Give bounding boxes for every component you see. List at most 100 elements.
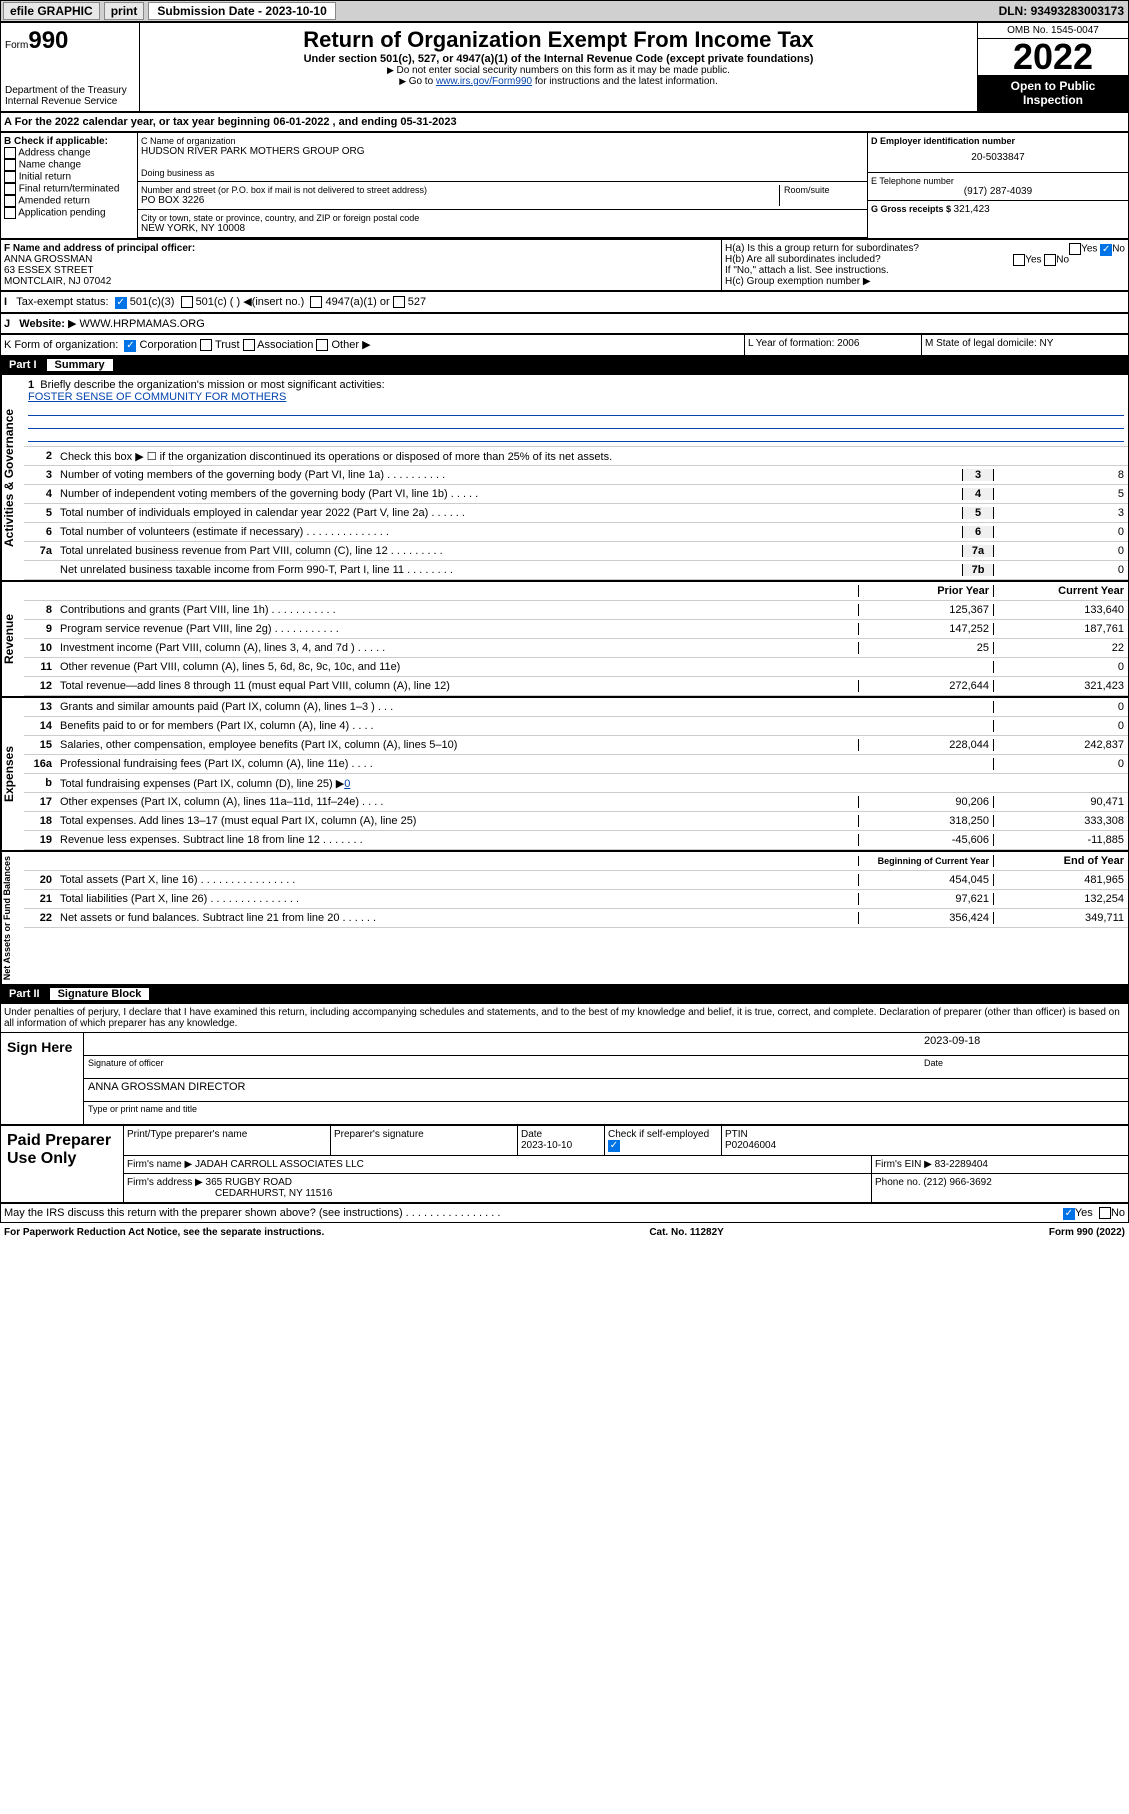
checkbox-icon[interactable] <box>4 159 16 171</box>
row-fh: F Name and address of principal officer:… <box>0 239 1129 291</box>
preparer-row3: Firm's address ▶ 365 RUGBY ROADCEDARHURS… <box>124 1174 1128 1202</box>
checked-icon: ✓ <box>1063 1208 1075 1220</box>
checked-icon: ✓ <box>1100 244 1112 256</box>
preparer-row2: Firm's name ▶ JADAH CARROLL ASSOCIATES L… <box>124 1156 1128 1174</box>
side-label-expenses: Expenses <box>1 698 24 850</box>
dept-treasury: Department of the Treasury <box>5 85 135 96</box>
firm-ein: 83-2289404 <box>935 1159 988 1170</box>
phone: (917) 287-4039 <box>871 186 1125 197</box>
part2-header: Part IISignature Block <box>0 985 1129 1003</box>
header-right: OMB No. 1545-0047 2022 Open to Public In… <box>977 23 1128 111</box>
line7a-value: 0 <box>993 545 1128 557</box>
irs-link[interactable]: www.irs.gov/Form990 <box>436 76 532 87</box>
sign-here-label: Sign Here <box>1 1033 84 1124</box>
part1-governance: Activities & Governance 1 Briefly descri… <box>0 374 1129 581</box>
checkbox-icon[interactable] <box>316 339 328 351</box>
row-j: J Website: ▶ WWW.HRPMAMAS.ORG <box>0 313 1129 334</box>
checked-icon: ✓ <box>124 340 136 352</box>
form-title: Return of Organization Exempt From Incom… <box>144 27 973 53</box>
footer-center: Cat. No. 11282Y <box>324 1227 1049 1238</box>
submission-date: Submission Date - 2023-10-10 <box>148 2 335 20</box>
paid-preparer-label: Paid Preparer Use Only <box>1 1126 124 1202</box>
dln: DLN: 93493283003173 <box>999 4 1128 18</box>
public-inspection: Open to Public Inspection <box>978 75 1128 111</box>
officer-name-title: ANNA GROSSMAN DIRECTOR <box>84 1079 1128 1102</box>
topbar: efile GRAPHIC print Submission Date - 20… <box>0 0 1129 22</box>
checkbox-icon[interactable] <box>4 207 16 219</box>
preparer-phone: (212) 966-3692 <box>923 1177 991 1188</box>
row-k: K Form of organization: ✓ Corporation Tr… <box>0 334 1129 356</box>
checkbox-icon[interactable] <box>1099 1207 1111 1219</box>
checkbox-icon[interactable] <box>1013 254 1025 266</box>
mission-text: FOSTER SENSE OF COMMUNITY FOR MOTHERS <box>28 391 286 403</box>
footer: For Paperwork Reduction Act Notice, see … <box>0 1223 1129 1242</box>
checkbox-icon[interactable] <box>393 296 405 308</box>
org-address: PO BOX 3226 <box>141 195 779 206</box>
side-label-netassets: Net Assets or Fund Balances <box>1 852 24 984</box>
header-left: Form990 Department of the Treasury Inter… <box>1 23 140 111</box>
officer-name: ANNA GROSSMAN <box>4 254 718 265</box>
part1-netassets: Net Assets or Fund Balances Beginning of… <box>0 851 1129 985</box>
part1-expenses: Expenses 13Grants and similar amounts pa… <box>0 697 1129 851</box>
sign-date: 2023-09-18 <box>924 1035 1124 1053</box>
print-button[interactable]: print <box>104 2 145 20</box>
header-grid: B Check if applicable: Address change Na… <box>0 132 1129 239</box>
footer-left: For Paperwork Reduction Act Notice, see … <box>4 1227 324 1238</box>
year-formation: 2006 <box>837 338 859 349</box>
header-middle: Return of Organization Exempt From Incom… <box>140 23 977 111</box>
ein: 20-5033847 <box>871 146 1125 169</box>
row-a: A For the 2022 calendar year, or tax yea… <box>0 112 1129 132</box>
checkbox-icon[interactable] <box>4 171 16 183</box>
checkbox-icon[interactable] <box>310 296 322 308</box>
footer-right: Form 990 (2022) <box>1049 1227 1125 1238</box>
col-f: F Name and address of principal officer:… <box>1 240 722 290</box>
form-number: 990 <box>28 27 68 54</box>
col-c: C Name of organizationHUDSON RIVER PARK … <box>138 133 868 238</box>
form-subtitle-2: Do not enter social security numbers on … <box>144 65 973 76</box>
form-subtitle-3: Go to www.irs.gov/Form990 for instructio… <box>144 76 973 87</box>
col-b: B Check if applicable: Address change Na… <box>1 133 138 238</box>
firm-name: JADAH CARROLL ASSOCIATES LLC <box>195 1159 364 1170</box>
page: efile GRAPHIC print Submission Date - 20… <box>0 0 1129 1242</box>
state-domicile: NY <box>1040 338 1054 349</box>
b-header: B Check if applicable: <box>4 136 134 147</box>
org-name: HUDSON RIVER PARK MOTHERS GROUP ORG <box>141 146 864 157</box>
checkbox-icon[interactable] <box>4 183 16 195</box>
sign-here: Sign Here 2023-09-18 Signature of office… <box>0 1032 1129 1125</box>
checkbox-icon[interactable] <box>4 147 16 159</box>
line5-value: 3 <box>993 507 1128 519</box>
checkbox-icon[interactable] <box>1069 243 1081 255</box>
line3-value: 8 <box>993 469 1128 481</box>
irs-label: Internal Revenue Service <box>5 96 135 107</box>
penalty-statement: Under penalties of perjury, I declare th… <box>0 1003 1129 1032</box>
gross-receipts: 321,423 <box>954 204 990 215</box>
mission-block: 1 Briefly describe the organization's mi… <box>24 375 1128 447</box>
checked-icon: ✓ <box>608 1140 620 1152</box>
col-de: D Employer identification number20-50338… <box>868 133 1128 238</box>
website: WWW.HRPMAMAS.ORG <box>80 318 205 330</box>
checkbox-icon[interactable] <box>243 339 255 351</box>
preparer-row1: Print/Type preparer's name Preparer's si… <box>124 1126 1128 1156</box>
side-label-governance: Activities & Governance <box>1 375 24 580</box>
ptin: P02046004 <box>725 1140 776 1151</box>
checked-icon: ✓ <box>115 297 127 309</box>
efile-button[interactable]: efile GRAPHIC <box>3 2 100 20</box>
checkbox-icon[interactable] <box>181 296 193 308</box>
part1-header: Part ISummary <box>0 356 1129 374</box>
checkbox-icon[interactable] <box>200 339 212 351</box>
org-city: NEW YORK, NY 10008 <box>141 223 864 234</box>
discuss-row: May the IRS discuss this return with the… <box>0 1203 1129 1223</box>
part1-revenue: Revenue Prior YearCurrent Year 8Contribu… <box>0 581 1129 697</box>
line6-value: 0 <box>993 526 1128 538</box>
form-label: Form <box>5 40 28 51</box>
tax-year: 2022 <box>978 39 1128 75</box>
paid-preparer: Paid Preparer Use Only Print/Type prepar… <box>0 1125 1129 1203</box>
checkbox-icon[interactable] <box>1044 254 1056 266</box>
form-subtitle-1: Under section 501(c), 527, or 4947(a)(1)… <box>144 53 973 65</box>
row-i: I Tax-exempt status: ✓ 501(c)(3) 501(c) … <box>0 291 1129 313</box>
checkbox-icon[interactable] <box>4 195 16 207</box>
line7b-value: 0 <box>993 564 1128 576</box>
form-header: Form990 Department of the Treasury Inter… <box>0 22 1129 112</box>
line4-value: 5 <box>993 488 1128 500</box>
col-h: H(a) Is this a group return for subordin… <box>722 240 1128 290</box>
